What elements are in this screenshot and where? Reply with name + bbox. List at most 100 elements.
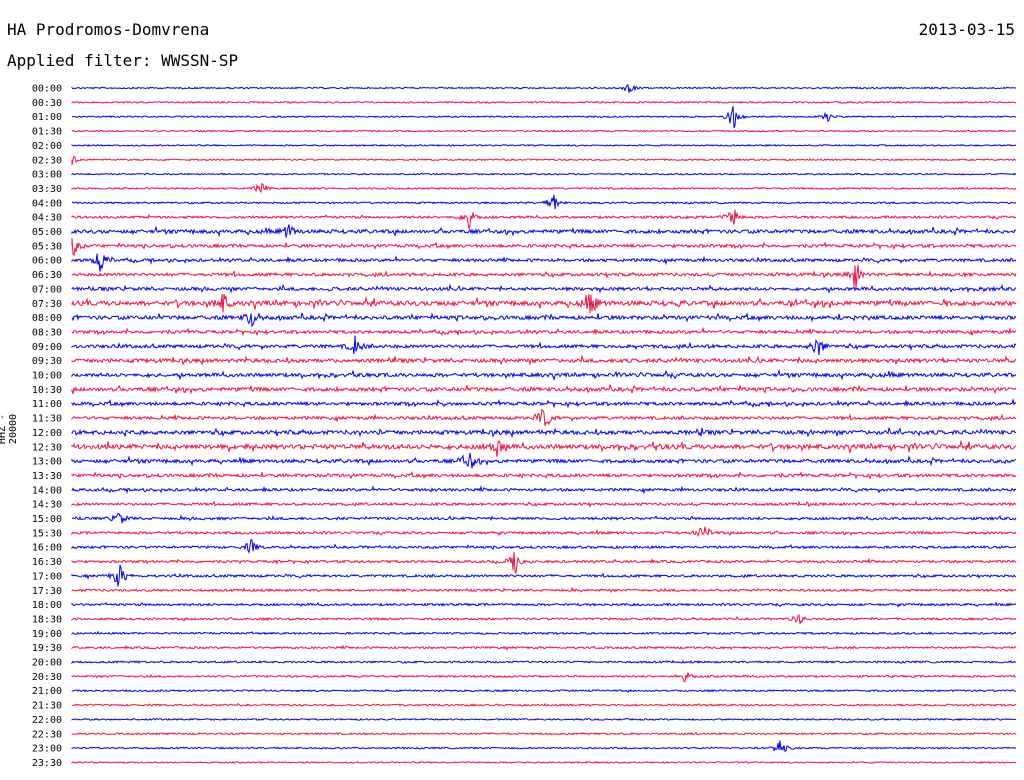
row-label-0030: 00:30 [32,98,62,109]
trace-row-0330 [71,182,1017,194]
trace-row-0730 [71,293,1017,314]
trace-row-1830 [71,614,1017,625]
trace-row-1100 [71,398,1017,409]
row-label-0530: 05:30 [32,241,62,252]
seismic-traces [71,84,1017,764]
row-label-2030: 20:30 [32,672,62,683]
row-label-2230: 22:30 [32,729,62,740]
trace-row-1230 [71,439,1017,457]
trace-row-2200 [71,717,1017,722]
trace-row-0300 [71,172,1017,176]
trace-row-0130 [71,129,1017,133]
row-label-1700: 17:00 [32,571,62,582]
trace-row-2000 [71,659,1017,665]
row-label-1800: 18:00 [32,600,62,611]
row-label-1430: 14:30 [32,500,62,511]
row-label-0330: 03:30 [32,184,62,195]
trace-row-1800 [71,601,1017,608]
row-label-1300: 13:00 [32,457,62,468]
trace-row-1430 [71,500,1017,508]
trace-row-0830 [71,326,1017,337]
trace-row-1600 [71,538,1017,554]
row-label-0300: 03:00 [32,170,62,181]
trace-row-1500 [71,512,1017,524]
row-label-2300: 23:00 [32,744,62,755]
row-label-0400: 04:00 [32,198,62,209]
trace-row-0500 [71,224,1017,238]
trace-row-1730 [71,586,1017,593]
row-label-2330: 23:30 [32,758,62,769]
trace-row-0100 [71,106,1017,128]
row-label-0730: 07:30 [32,299,62,310]
row-label-1400: 14:00 [32,485,62,496]
row-label-0230: 02:30 [32,155,62,166]
trace-row-2130 [71,702,1017,707]
trace-row-1030 [71,383,1017,396]
row-label-1000: 10:00 [32,371,62,382]
trace-row-2300 [71,740,1017,752]
trace-row-1000 [71,368,1017,382]
trace-row-0230 [71,155,1017,166]
trace-row-0900 [71,335,1017,355]
trace-row-2230 [71,731,1017,736]
date-label: 2013-03-15 [918,20,1015,39]
trace-row-0800 [71,311,1017,328]
row-label-1130: 11:30 [32,414,62,425]
trace-row-2100 [71,688,1017,693]
row-label-0000: 00:00 [32,84,62,95]
row-label-1900: 19:00 [32,629,62,640]
trace-row-1530 [71,526,1017,538]
row-label-1500: 15:00 [32,514,62,525]
row-label-2130: 21:30 [32,701,62,712]
trace-row-0000 [71,84,1017,93]
row-label-0100: 01:00 [32,112,62,123]
trace-row-0530 [71,238,1017,257]
station-title: HA Prodromos-Domvrena [7,20,210,39]
row-label-2200: 22:00 [32,715,62,726]
trace-row-0030 [71,100,1017,105]
row-label-2100: 21:00 [32,686,62,697]
trace-row-0200 [71,143,1017,147]
trace-row-1400 [71,485,1017,495]
row-label-1930: 19:30 [32,643,62,654]
row-label-1600: 16:00 [32,543,62,554]
trace-row-0600 [71,253,1017,272]
trace-row-1700 [71,564,1017,587]
trace-row-0930 [71,354,1017,367]
trace-row-1130 [71,408,1017,427]
row-label-0800: 08:00 [32,313,62,324]
row-label-0700: 07:00 [32,284,62,295]
trace-row-2030 [71,672,1017,683]
row-label-0900: 09:00 [32,342,62,353]
row-label-1730: 17:30 [32,586,62,597]
row-label-1200: 12:00 [32,428,62,439]
filter-label: Applied filter: WWSSN-SP [7,51,239,70]
row-label-1530: 15:30 [32,528,62,539]
trace-row-1200 [71,427,1017,439]
row-label-1030: 10:30 [32,385,62,396]
row-label-2000: 20:00 [32,658,62,669]
trace-row-1900 [71,630,1017,636]
trace-row-0630 [71,264,1017,289]
trace-row-0400 [71,194,1017,210]
trace-row-1630 [71,551,1017,576]
row-label-1830: 18:30 [32,614,62,625]
row-label-1630: 16:30 [32,557,62,568]
row-label-1230: 12:30 [32,442,62,453]
row-label-0200: 02:00 [32,141,62,152]
row-label-1100: 11:00 [32,399,62,410]
trace-row-0700 [71,283,1017,294]
row-label-0600: 06:00 [32,256,62,267]
trace-row-1330 [71,471,1017,480]
row-label-0630: 06:30 [32,270,62,281]
trace-row-1930 [71,644,1017,651]
trace-row-1300 [71,452,1017,469]
trace-row-2330 [71,760,1017,764]
row-label-0830: 08:30 [32,327,62,338]
trace-row-0430 [71,209,1017,229]
row-label-0130: 01:30 [32,127,62,138]
row-label-0430: 04:30 [32,213,62,224]
time-labels: 00:00 00:30 01:00 01:30 02:00 02:30 03:00 03:30… [32,84,62,769]
row-label-0500: 05:00 [32,227,62,238]
row-label-0930: 09:30 [32,356,62,367]
